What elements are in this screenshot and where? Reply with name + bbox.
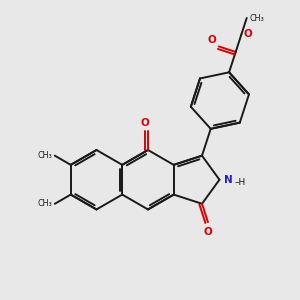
Text: O: O — [208, 35, 216, 45]
Text: O: O — [140, 118, 149, 128]
Text: CH₃: CH₃ — [249, 14, 264, 22]
Text: CH₃: CH₃ — [38, 151, 52, 160]
Text: O: O — [204, 227, 212, 238]
Text: N: N — [224, 175, 233, 185]
Text: O: O — [244, 29, 253, 39]
Text: CH₃: CH₃ — [38, 199, 52, 208]
Text: –H: –H — [235, 178, 246, 187]
